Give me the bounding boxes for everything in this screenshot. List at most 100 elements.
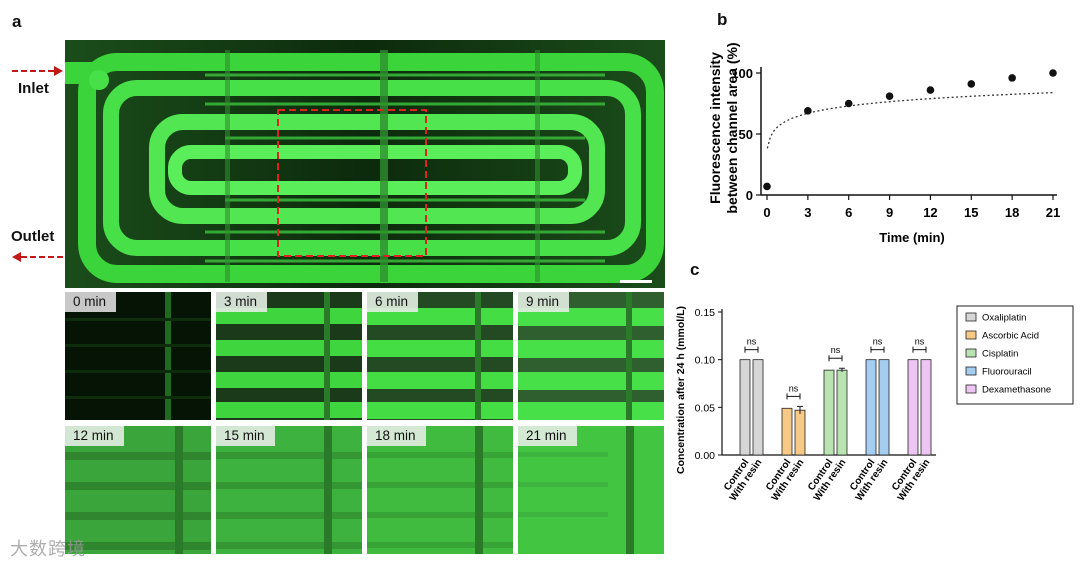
sig-label: ns xyxy=(831,345,841,355)
x-tick-label: 3 xyxy=(804,205,811,220)
fit-curve xyxy=(766,92,1054,149)
pillar xyxy=(324,426,332,554)
time-label: 12 min xyxy=(65,426,124,446)
watermark: 大数跨境 xyxy=(10,539,86,559)
bar xyxy=(739,359,751,456)
sig-label: ns xyxy=(915,337,925,347)
y-tick-label: 0.00 xyxy=(695,450,716,462)
bar xyxy=(781,407,793,456)
data-point xyxy=(1008,74,1016,82)
tile-3-min: 3 min xyxy=(216,292,362,420)
y-axis-label-line1: Fluorescence intensity xyxy=(707,52,723,204)
data-point xyxy=(844,99,853,108)
x-tick-label: 0 xyxy=(763,205,770,220)
legend-swatch xyxy=(965,312,977,322)
inlet-label: Inlet xyxy=(18,80,49,97)
chart-b-ylabel: Fluorescence intensity between channel a… xyxy=(707,42,740,213)
chart-c-axes: 0.00 0.05 0.10 0.15 xyxy=(695,307,936,462)
x-tick-label: 15 xyxy=(964,205,978,220)
tile-0-min: 0 min xyxy=(65,292,211,420)
x-tick-label: 21 xyxy=(1046,205,1060,220)
pillar xyxy=(626,426,634,554)
channels xyxy=(518,308,664,420)
core-channel xyxy=(168,145,582,195)
chart-c-legend: Oxaliplatin Ascorbic Acid Cisplatin Fluorou… xyxy=(956,305,1074,405)
gaps xyxy=(518,452,608,517)
tile-6-min: 6 min xyxy=(367,292,513,420)
right-pillar xyxy=(535,50,540,282)
time-label: 6 min xyxy=(367,292,419,312)
center-pillar xyxy=(380,50,388,282)
tile-0-svg xyxy=(65,292,211,420)
y-tick-label: 0.05 xyxy=(695,402,716,414)
data-point xyxy=(763,182,771,191)
faint-channels xyxy=(65,318,211,399)
chart-b-points xyxy=(763,69,1057,191)
y-tick-label: 0.15 xyxy=(695,307,716,319)
outlet-label: Outlet xyxy=(11,228,55,245)
y-axis-label: Concentration after 24 h (mmol/L) xyxy=(675,306,687,474)
pillar xyxy=(175,426,183,554)
roi-box xyxy=(277,109,427,257)
legend-label: Ascorbic Acid xyxy=(982,331,1039,342)
timelapse-grid: 0 min 3 min 6 min 9 xyxy=(65,292,665,554)
channels xyxy=(216,308,362,418)
time-label: 9 min xyxy=(518,292,570,312)
inlet-arrow-head xyxy=(54,66,63,76)
sig-label: ns xyxy=(747,337,757,347)
data-point xyxy=(804,107,812,115)
inner-channel xyxy=(149,114,605,224)
bar xyxy=(907,359,919,456)
y-axis-label-line2: between channel area (%) xyxy=(724,42,740,213)
y-tick-label: 100 xyxy=(731,66,753,81)
bar xyxy=(920,359,932,456)
time-label: 15 min xyxy=(216,426,275,446)
bar xyxy=(752,359,764,456)
gaps xyxy=(65,452,211,550)
x-tick-label: 18 xyxy=(1005,205,1019,220)
data-point xyxy=(967,80,976,88)
legend-label: Fluorouracil xyxy=(982,367,1032,378)
x-tick-label: 6 xyxy=(845,205,852,220)
time-label: 18 min xyxy=(367,426,426,446)
channels xyxy=(367,308,513,419)
legend-swatch xyxy=(965,384,977,394)
pillar xyxy=(165,292,171,420)
inlet-arrow xyxy=(12,70,54,72)
tile-15-svg xyxy=(216,426,362,554)
legend-label: Dexamethasone xyxy=(982,385,1051,396)
bar xyxy=(836,369,848,456)
chart-b-svg: Fluorescence intensity between channel a… xyxy=(707,42,1060,245)
scale-bar xyxy=(620,280,652,283)
gaps xyxy=(367,452,513,548)
data-point xyxy=(926,86,935,94)
pillar xyxy=(626,292,632,420)
time-label: 21 min xyxy=(518,426,577,446)
sig-label: ns xyxy=(789,383,799,393)
tile-21-min: 21 min xyxy=(518,426,664,554)
chip-channels-svg xyxy=(65,40,665,288)
outlet-arrow xyxy=(21,256,63,258)
pillar xyxy=(475,292,481,420)
tile-9-svg xyxy=(518,292,664,420)
x-axis-label: Time (min) xyxy=(879,230,945,245)
tile-12-svg xyxy=(65,426,211,554)
bar xyxy=(878,359,890,456)
x-tick-label: 12 xyxy=(923,205,937,220)
outlet-arrow-head xyxy=(12,252,21,262)
panel-letter-c: c xyxy=(690,260,700,279)
legend-swatch xyxy=(965,366,977,376)
data-point xyxy=(885,92,894,100)
time-label: 3 min xyxy=(216,292,268,312)
tile-15-min: 15 min xyxy=(216,426,362,554)
microfluidic-chip-image xyxy=(65,40,665,288)
tile-18-min: 18 min xyxy=(367,426,513,554)
tile-21-svg xyxy=(518,426,634,554)
left-pillar xyxy=(225,50,230,282)
tile-6-svg xyxy=(367,292,513,420)
x-tick-label: 9 xyxy=(886,205,893,220)
pillar xyxy=(475,426,483,554)
bar xyxy=(794,409,806,456)
legend-label: Cisplatin xyxy=(982,349,1018,360)
